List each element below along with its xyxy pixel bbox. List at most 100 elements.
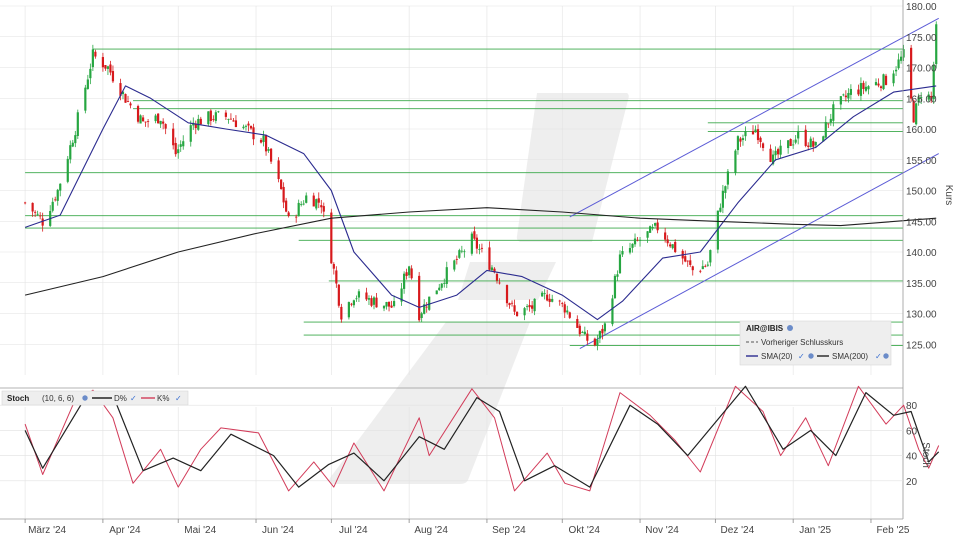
candle [385,301,388,310]
candle-body [337,284,340,306]
candle-body [119,83,122,96]
candle [601,324,604,340]
candle [736,135,740,155]
candle-body [172,128,175,146]
candle-body [633,238,637,245]
candle-body [654,223,657,226]
candle [41,212,44,232]
candle-body [721,190,724,208]
stoch-settings-icon[interactable] [82,395,88,401]
price-tick-label: 175.00 [906,33,937,44]
candle [410,265,413,280]
candle [267,147,270,153]
candle [179,140,182,152]
candle [101,52,105,72]
candle [473,226,476,240]
candle-body [596,339,599,346]
candle [420,311,423,323]
candle-body [576,318,579,328]
candle [533,298,536,316]
candle [847,88,850,103]
candle-body [927,94,930,100]
candle [382,305,386,312]
candle-body [86,79,89,89]
candle-body [385,302,388,307]
candle-body [701,266,704,270]
x-tick-label: Jan '25 [799,525,831,536]
candle-body [490,267,494,271]
stoch-legend-name: Stoch [7,394,29,403]
candle [443,278,446,288]
candle [867,85,870,95]
candle-body [174,142,177,155]
candle-body [877,83,880,86]
candle-body [583,331,586,335]
candle [807,142,810,151]
candle-body [146,121,150,122]
x-tick-label: Jun '24 [262,525,294,536]
price-tick-label: 180.00 [906,2,937,13]
candle [66,155,69,184]
stoch-lines [24,385,940,492]
candle-body [561,303,564,304]
candle [726,169,729,190]
candle [724,185,727,199]
legend-sma20-check-icon[interactable]: ✓ [798,352,805,361]
stoch-legend-params: (10, 6, 6) [42,394,74,403]
candle [104,64,107,71]
candle [76,109,79,140]
candle-body [849,88,852,95]
candle-body [493,268,496,273]
legend-sma200-settings-icon[interactable] [883,353,889,359]
candle-body [505,285,509,304]
candle-body [262,135,265,142]
candle-body [528,304,531,308]
candle-body [473,231,476,239]
candle-body [269,148,273,162]
candle [172,123,175,150]
candle-body [744,131,747,137]
candle [232,118,235,122]
candle-body [463,251,466,253]
candle-body [839,96,842,105]
candle-body [558,300,561,302]
candle [862,80,865,95]
candle-body [34,211,37,213]
candle [287,210,290,218]
candle [212,115,215,122]
candle-body [31,202,34,212]
candle-body [771,154,775,165]
candle [302,200,305,206]
candle-body [777,149,780,155]
candle [546,289,549,302]
candle-body [551,298,554,302]
candle [930,91,933,103]
candle [244,124,248,131]
candle [106,65,110,75]
candle [638,236,642,247]
candle-body [844,95,847,98]
candle [636,237,639,242]
trend-line [579,153,939,349]
candle [739,136,742,147]
candle [551,294,554,303]
candle-body [709,250,712,263]
candle [154,113,157,124]
candle [438,283,441,291]
candle-body [488,247,491,270]
candle-body [54,199,57,201]
candle [586,330,589,345]
candle [423,299,426,315]
legend-instrument-settings-icon[interactable] [787,325,793,331]
candle [915,102,918,126]
legend-sma200-check-icon[interactable]: ✓ [875,352,882,361]
candle [199,116,202,125]
candle-body [435,290,438,295]
legend-sma20-settings-icon[interactable] [808,353,814,359]
stoch-d-check-icon[interactable]: ✓ [130,394,137,403]
price-tick-label: 165.00 [906,94,937,105]
candle-body [207,111,210,125]
candle-body [827,123,830,125]
stoch-k-check-icon[interactable]: ✓ [175,394,182,403]
candle [249,125,253,130]
